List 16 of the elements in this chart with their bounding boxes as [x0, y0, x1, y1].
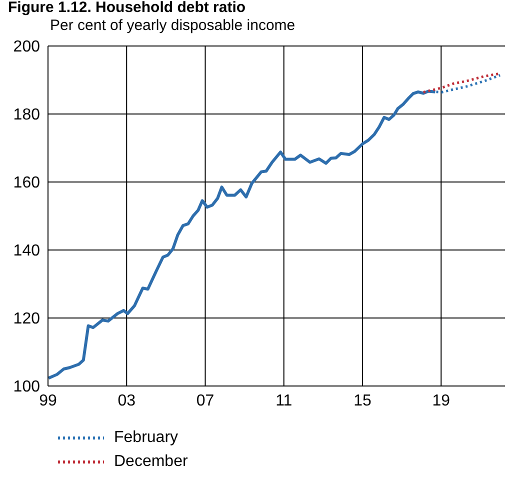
y-tick-label: 120: [13, 310, 40, 328]
y-tick-label: 180: [13, 106, 40, 124]
x-tick-label: 99: [39, 392, 57, 410]
y-tick-label: 160: [13, 174, 40, 192]
chart-subtitle: Per cent of yearly disposable income: [50, 16, 296, 36]
y-tick-label: 140: [13, 242, 40, 260]
legend-label: December: [114, 453, 188, 471]
x-tick-label: 19: [432, 392, 450, 410]
x-tick-label: 03: [118, 392, 136, 410]
y-tick-label: 200: [13, 38, 40, 56]
x-tick-label: 07: [196, 392, 214, 410]
y-tick-label: 100: [13, 378, 40, 396]
legend-label: February: [114, 429, 178, 447]
chart-title: Figure 1.12. Household debt ratio: [8, 0, 247, 16]
x-tick-label: 15: [354, 392, 372, 410]
x-tick-label: 11: [276, 392, 292, 410]
